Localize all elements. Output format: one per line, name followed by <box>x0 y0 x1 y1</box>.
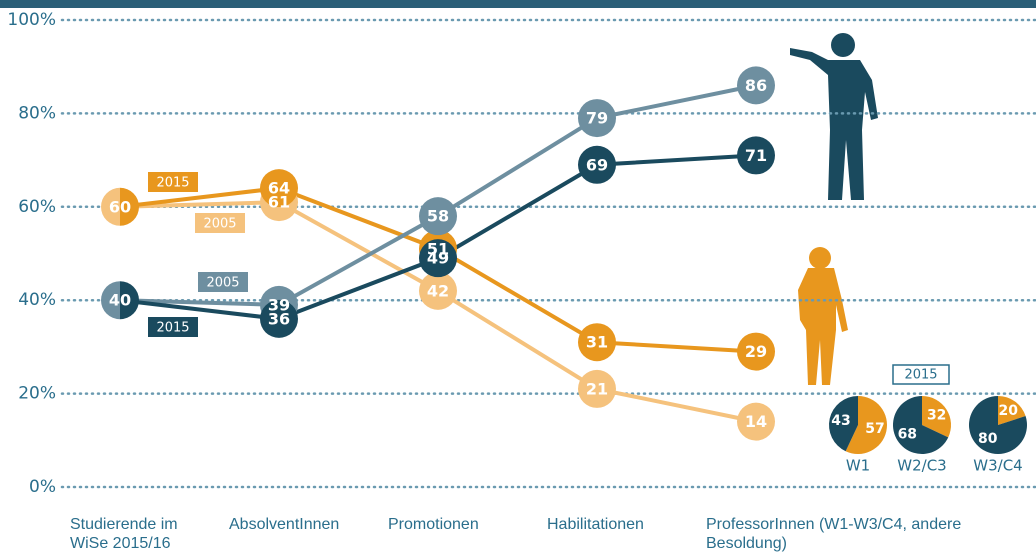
data-label: 31 <box>586 333 608 352</box>
y-tick-label: 0% <box>29 477 56 497</box>
data-label: 49 <box>427 249 449 268</box>
x-tick-label: Habilitationen <box>547 515 665 534</box>
legend-label: 2015 <box>156 176 189 191</box>
data-label: 60 <box>109 197 131 216</box>
data-label: 79 <box>586 109 608 128</box>
pie-label: 32 <box>927 408 946 424</box>
data-label: 69 <box>586 155 608 174</box>
data-label: 71 <box>745 146 767 165</box>
pie-label: 68 <box>898 426 917 442</box>
y-tick-label: 60% <box>18 197 56 217</box>
x-tick-label: Promotionen <box>388 515 506 534</box>
y-tick-label: 20% <box>18 384 56 404</box>
pie-label: 57 <box>865 421 884 437</box>
pie-label: 20 <box>998 403 1018 419</box>
legend-label: 2015 <box>156 321 189 336</box>
y-tick-label: 40% <box>18 290 56 310</box>
data-label: 64 <box>268 179 290 198</box>
data-label: 14 <box>745 412 767 431</box>
page: 0%20%40%60%80%100%2005201520052015614221… <box>0 0 1036 560</box>
data-label: 36 <box>268 309 290 328</box>
pie-label: 80 <box>978 431 998 447</box>
data-label: 40 <box>109 291 131 310</box>
y-tick-label: 80% <box>18 103 56 123</box>
data-label: 86 <box>745 76 767 95</box>
woman-silhouette <box>798 247 848 385</box>
x-tick-label: Studierende im WiSe 2015/16 <box>70 515 188 553</box>
data-label: 42 <box>427 281 449 300</box>
pie-label: 43 <box>831 413 850 429</box>
pie-category: W1 <box>846 457 870 475</box>
pie-title: 2015 <box>904 368 937 383</box>
data-label: 21 <box>586 379 608 398</box>
pie-category: W3/C4 <box>973 457 1022 475</box>
x-tick-label: ProfessorInnen (W1-W3/C4, andere Besoldu… <box>706 515 996 553</box>
y-tick-label: 100% <box>7 10 56 30</box>
pie-category: W2/C3 <box>897 457 946 475</box>
man-silhouette <box>790 33 878 200</box>
data-label: 29 <box>745 342 767 361</box>
top-bar <box>0 0 1036 8</box>
legend-label: 2005 <box>206 276 239 291</box>
legend-label: 2005 <box>203 217 236 232</box>
x-tick-label: AbsolventInnen <box>229 515 347 534</box>
data-label: 58 <box>427 207 449 226</box>
chart: 0%20%40%60%80%100%2005201520052015614221… <box>0 0 1036 560</box>
